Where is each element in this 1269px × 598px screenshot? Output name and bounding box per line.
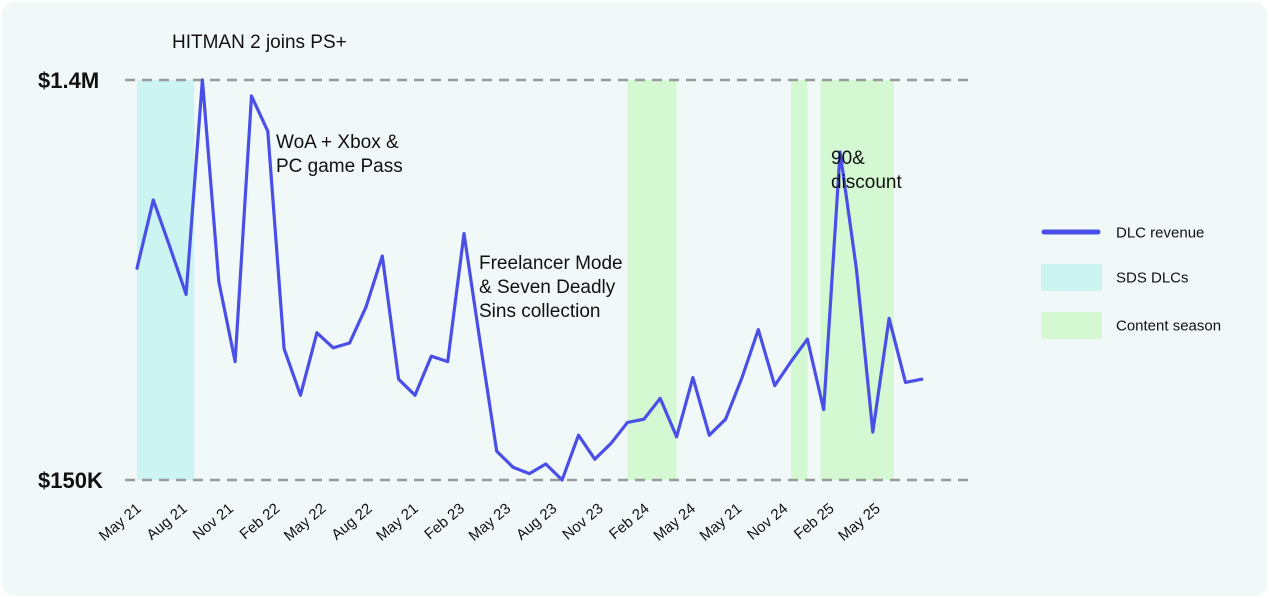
data-point [707, 433, 711, 437]
data-point [593, 457, 597, 461]
shaded-region-1 [137, 80, 195, 480]
data-point [266, 129, 270, 133]
data-point [904, 381, 907, 384]
chart-title: HITMAN 2 joins PS+ [172, 32, 347, 53]
x-tick-label: May 24 [650, 500, 699, 545]
data-point [724, 417, 727, 421]
y-tick-label: $150K [38, 468, 103, 493]
data-point [544, 462, 548, 466]
x-tick-label: May 25 [835, 500, 884, 545]
data-point [151, 198, 155, 202]
data-point [920, 377, 924, 381]
data-point [871, 430, 875, 434]
x-tick-label: Feb 23 [421, 500, 468, 543]
annotations: WoA + Xbox & PC game Pass Freelancer Mode &… [276, 132, 902, 322]
data-point [429, 354, 433, 358]
data-point [511, 465, 515, 469]
data-point [364, 305, 368, 309]
data-point [446, 360, 450, 363]
annotation-line: Freelancer Mode [479, 253, 623, 274]
data-point [658, 397, 662, 400]
x-tick-label: May 23 [466, 500, 515, 545]
x-tick-label: May 21 [697, 500, 746, 545]
x-tick-label: May 21 [373, 500, 422, 545]
legend-label: SDS DLCs [1116, 270, 1189, 287]
series-layer [135, 78, 924, 482]
data-point [756, 328, 760, 331]
data-point [250, 94, 253, 98]
shaded-region-3 [791, 80, 808, 480]
annotation-line: 90& [831, 148, 865, 169]
y-axis-labels: $1.4M $150K [38, 68, 103, 493]
data-point [413, 393, 417, 397]
annotation-line: discount [831, 172, 902, 193]
data-point [773, 384, 777, 387]
x-tick-label: Feb 24 [606, 500, 653, 543]
legend-label: Content season [1116, 318, 1221, 335]
annotation-line: PC game Pass [276, 156, 403, 177]
data-point [462, 232, 466, 236]
x-tick-label: Feb 22 [236, 500, 283, 543]
x-tick-label: Aug 21 [143, 500, 190, 544]
annotation-line: WoA + Xbox & [276, 132, 399, 153]
annotation-line: Sins collection [479, 301, 600, 322]
data-point [609, 441, 613, 445]
data-point [135, 266, 139, 270]
legend-label: DLC revenue [1116, 225, 1204, 242]
y-tick-label: $1.4M [38, 68, 99, 93]
data-point [642, 417, 646, 421]
data-point [789, 360, 793, 363]
data-point [805, 337, 809, 341]
legend-swatch-sds-dlcs [1041, 264, 1102, 291]
data-point [233, 360, 237, 363]
x-tick-label: Nov 23 [559, 500, 606, 544]
x-tick-label: Aug 23 [513, 500, 560, 544]
data-point [201, 78, 204, 82]
data-point [380, 254, 384, 258]
data-point [838, 150, 842, 154]
data-point [887, 317, 891, 320]
shaded-region-2 [627, 80, 677, 480]
data-point [822, 408, 826, 411]
x-tick-label: Aug 22 [328, 500, 375, 544]
data-point [168, 245, 172, 248]
data-point [560, 478, 564, 482]
data-point [478, 342, 482, 346]
reference-lines [125, 78, 972, 482]
data-point [282, 347, 286, 351]
data-point [348, 341, 351, 345]
data-point [495, 449, 499, 453]
legend: DLC revenue SDS DLCs Content season [1041, 225, 1221, 339]
data-point [675, 435, 678, 439]
data-point [397, 377, 400, 381]
data-point [315, 331, 319, 335]
annotation-line: & Seven Deadly [479, 277, 616, 298]
data-point [577, 433, 580, 437]
data-point [528, 472, 531, 475]
legend-swatch-content-season [1041, 312, 1102, 339]
x-tick-label: May 21 [96, 500, 145, 545]
data-point [691, 376, 695, 379]
data-point [217, 280, 221, 283]
data-point [331, 346, 335, 350]
data-point [740, 376, 744, 379]
data-point [184, 293, 188, 296]
x-tick-label: Feb 25 [791, 500, 838, 543]
x-tick-label: Nov 21 [190, 500, 237, 544]
data-point [299, 393, 302, 397]
data-point [855, 267, 858, 271]
x-tick-label: May 22 [281, 500, 330, 545]
data-point [626, 421, 629, 424]
x-tick-label: Nov 24 [744, 500, 791, 544]
